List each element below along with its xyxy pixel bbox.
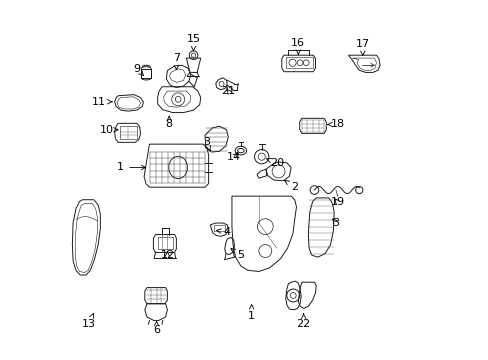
Text: 18: 18 — [327, 120, 344, 129]
Text: 11: 11 — [92, 97, 112, 107]
Text: 9: 9 — [133, 64, 143, 76]
Text: 19: 19 — [330, 197, 344, 207]
Text: 20: 20 — [266, 158, 283, 168]
Text: 3: 3 — [332, 218, 339, 228]
Text: 2: 2 — [284, 180, 298, 192]
Bar — [285, 57, 312, 68]
Text: 6: 6 — [153, 321, 160, 335]
Text: 12: 12 — [160, 250, 174, 260]
Text: 1: 1 — [248, 305, 255, 321]
Bar — [120, 126, 137, 139]
Text: 1: 1 — [117, 162, 145, 172]
Text: 13: 13 — [81, 314, 95, 329]
Text: 16: 16 — [291, 38, 305, 54]
Bar — [141, 69, 151, 78]
Text: 14: 14 — [226, 152, 240, 162]
Text: 17: 17 — [355, 39, 369, 55]
Text: 21: 21 — [221, 86, 235, 96]
Text: 22: 22 — [296, 314, 310, 329]
Text: 15: 15 — [186, 35, 200, 51]
Text: 10: 10 — [99, 125, 118, 135]
Text: 3: 3 — [203, 138, 210, 150]
Bar — [158, 237, 172, 249]
Text: 5: 5 — [230, 249, 244, 260]
Text: 4: 4 — [216, 227, 230, 237]
Text: 8: 8 — [165, 116, 172, 129]
Text: 7: 7 — [172, 53, 180, 70]
Bar — [214, 225, 224, 231]
